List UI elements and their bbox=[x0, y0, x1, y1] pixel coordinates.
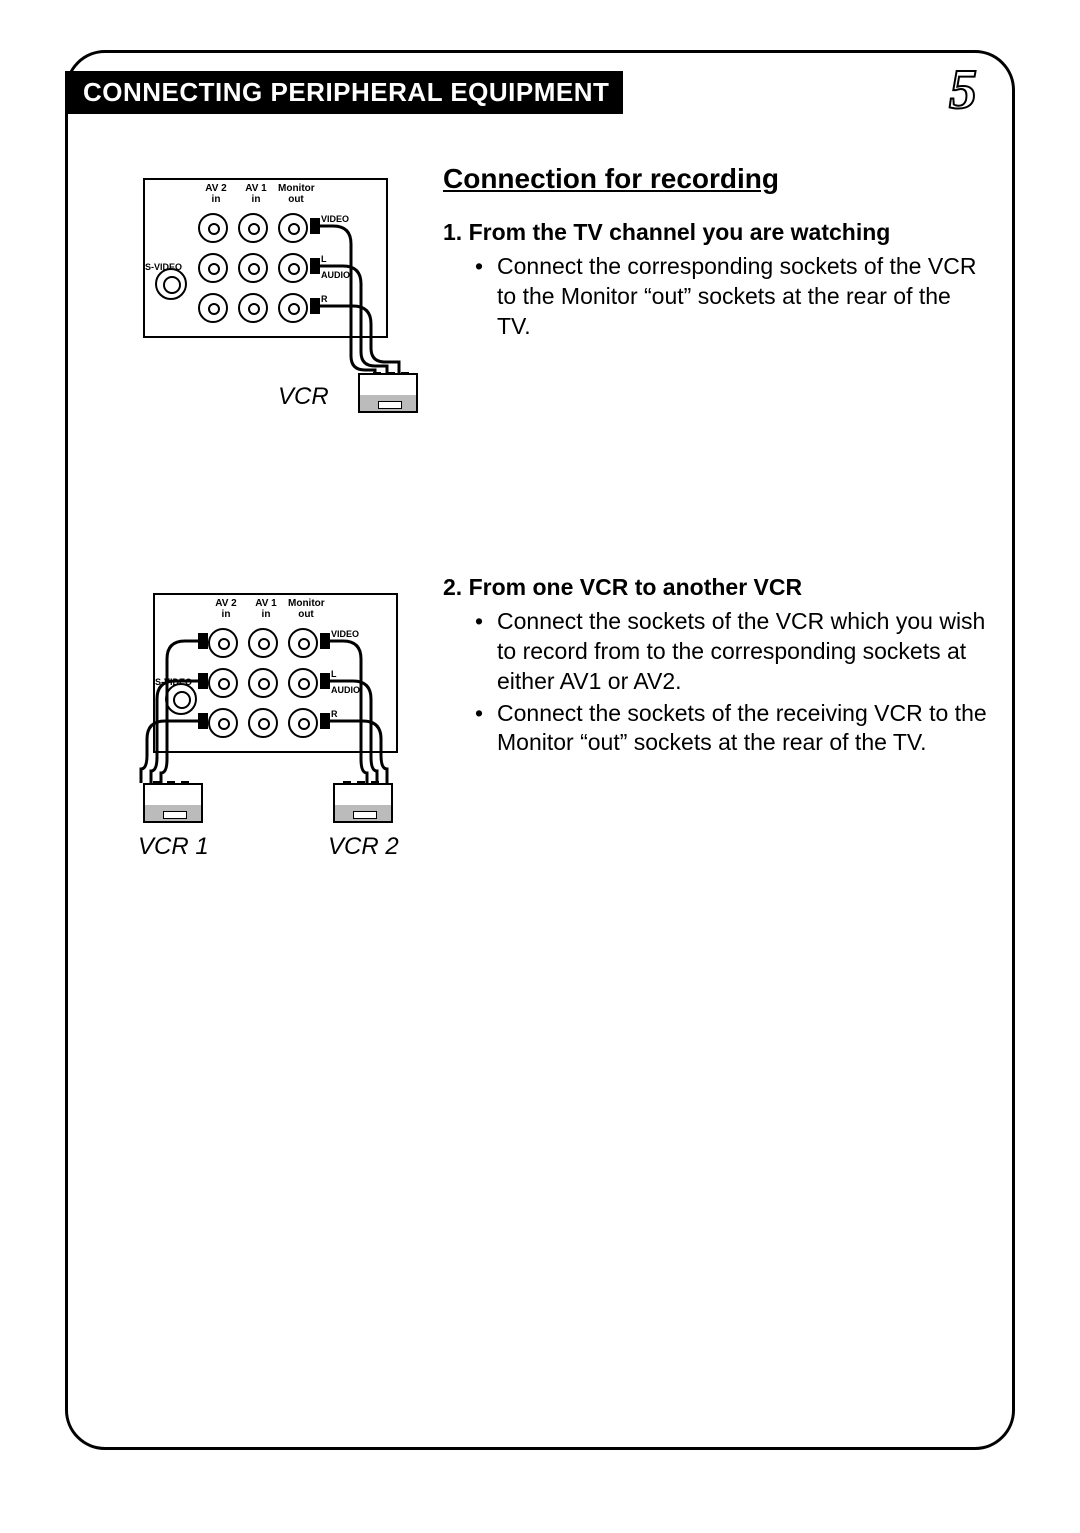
diagram-2: AV 2inAV 1inMonitoroutVIDEOLAUDIORS-VIDE… bbox=[83, 593, 443, 883]
section-header-tab: CONNECTING PERIPHERAL EQUIPMENT bbox=[65, 71, 623, 114]
vcr-label: VCR bbox=[278, 383, 329, 411]
step-1-num: 1. bbox=[443, 219, 462, 245]
step-1-body: • Connect the corresponding sockets of t… bbox=[443, 252, 988, 342]
bullet-icon: • bbox=[475, 699, 497, 759]
bullet-icon: • bbox=[475, 252, 497, 342]
page-frame: CONNECTING PERIPHERAL EQUIPMENT 5 Connec… bbox=[65, 50, 1015, 1450]
diagram-1: AV 2inAV 1inMonitoroutVIDEOLAUDIORS-VIDE… bbox=[103, 178, 443, 448]
vcr1-label: VCR 1 bbox=[138, 833, 209, 861]
step-1-bullet-0: • Connect the corresponding sockets of t… bbox=[475, 252, 988, 342]
step-2-bullet-0: • Connect the sockets of the VCR which y… bbox=[475, 607, 988, 697]
step-2-num: 2. bbox=[443, 574, 462, 600]
section-title: Connection for recording bbox=[443, 163, 779, 195]
page-number: 5 bbox=[949, 58, 977, 122]
step-2-title: From one VCR to another VCR bbox=[469, 574, 803, 600]
step-1: 1. From the TV channel you are watching … bbox=[443, 218, 988, 344]
step-2-body: • Connect the sockets of the VCR which y… bbox=[443, 607, 988, 758]
vcr2-label: VCR 2 bbox=[328, 833, 399, 861]
step-2-bullet-1: • Connect the sockets of the receiving V… bbox=[475, 699, 988, 759]
vcr-icon bbox=[143, 783, 203, 823]
step-2-head: 2. From one VCR to another VCR bbox=[443, 573, 988, 603]
step-1-head: 1. From the TV channel you are watching bbox=[443, 218, 988, 248]
vcr-icon bbox=[358, 373, 418, 413]
vcr-icon bbox=[333, 783, 393, 823]
step-1-bullet-0-text: Connect the corresponding sockets of the… bbox=[497, 252, 988, 342]
step-2-bullet-1-text: Connect the sockets of the receiving VCR… bbox=[497, 699, 988, 759]
step-2: 2. From one VCR to another VCR • Connect… bbox=[443, 573, 988, 760]
step-1-title: From the TV channel you are watching bbox=[469, 219, 891, 245]
bullet-icon: • bbox=[475, 607, 497, 697]
step-2-bullet-0-text: Connect the sockets of the VCR which you… bbox=[497, 607, 988, 697]
